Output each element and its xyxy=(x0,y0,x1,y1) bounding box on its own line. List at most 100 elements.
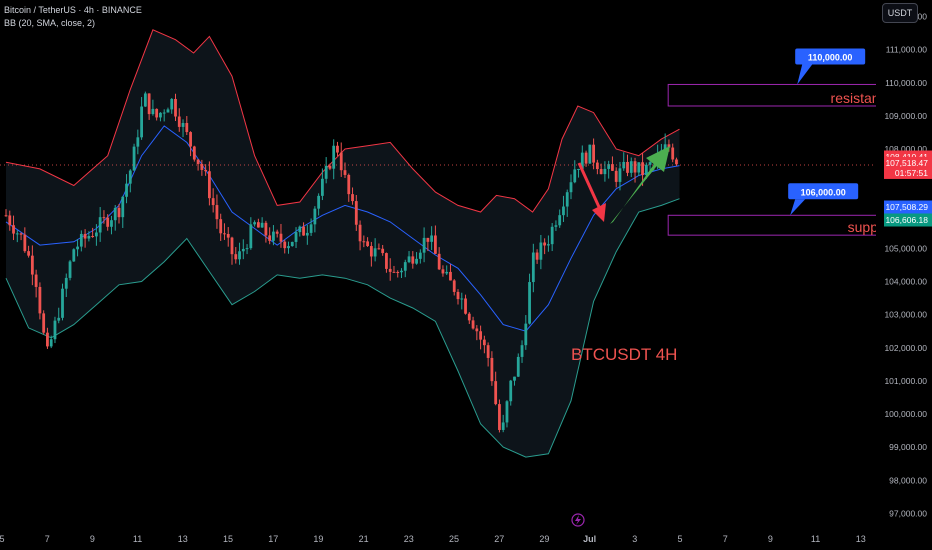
candle xyxy=(57,307,61,324)
candle-body xyxy=(61,288,64,318)
candle-body xyxy=(117,207,121,218)
candle xyxy=(543,238,547,255)
candle-body xyxy=(174,98,177,117)
candle-body xyxy=(234,254,238,260)
bullish-arrow[interactable] xyxy=(610,146,670,224)
candle xyxy=(4,209,8,217)
candle xyxy=(72,248,76,262)
candle-body xyxy=(667,144,671,148)
candle-body xyxy=(385,253,388,269)
candle xyxy=(490,351,494,386)
indicator-legend[interactable]: BB (20, SMA, close, 2) xyxy=(4,18,96,28)
candle-body xyxy=(256,222,260,228)
arrow-head xyxy=(592,203,606,222)
candle-body xyxy=(663,144,667,151)
candle-body xyxy=(162,112,166,114)
candle-body xyxy=(377,248,381,250)
candle-body xyxy=(102,217,106,219)
candle xyxy=(505,400,509,428)
candle-body xyxy=(535,252,539,260)
candle xyxy=(147,93,151,120)
candle xyxy=(113,204,117,231)
time-tick-label: 11 xyxy=(133,534,142,544)
candle-body xyxy=(226,233,230,238)
candle xyxy=(249,217,253,250)
candle-body xyxy=(309,224,313,233)
flash-circle xyxy=(571,513,585,527)
candle xyxy=(392,265,396,273)
candle xyxy=(234,247,238,264)
candle xyxy=(535,249,539,264)
candle xyxy=(524,315,528,350)
price-tag-bg xyxy=(884,213,932,227)
arrow-shaft xyxy=(610,160,660,224)
candle xyxy=(452,279,456,296)
candle-body xyxy=(91,236,95,238)
candle xyxy=(486,342,490,367)
candle-body xyxy=(422,237,426,253)
candle-body xyxy=(215,205,219,220)
time-tick-label: 11 xyxy=(811,534,820,544)
candle xyxy=(441,265,445,277)
candle xyxy=(264,220,268,243)
candle xyxy=(407,251,411,264)
time-tick-label: 23 xyxy=(404,534,414,544)
candle-body xyxy=(328,165,332,169)
candle-body xyxy=(509,380,513,402)
time-tick-label: Jul xyxy=(583,534,596,544)
candle xyxy=(471,316,475,330)
price-tick-label: 100,000.00 xyxy=(884,409,927,419)
time-tick-label: 13 xyxy=(178,534,188,544)
callout-text: 106,000.00 xyxy=(801,187,846,197)
candle xyxy=(516,353,520,377)
candle xyxy=(482,335,486,354)
time-tick-label: 29 xyxy=(539,534,549,544)
time-tick-label: 5 xyxy=(0,534,5,544)
candle xyxy=(671,143,675,163)
candle-body xyxy=(298,226,302,233)
candle xyxy=(226,227,230,247)
zone-box[interactable] xyxy=(667,214,932,236)
candle-body xyxy=(392,271,396,273)
candle-body xyxy=(241,248,245,252)
callout-pointer xyxy=(797,64,813,85)
candle xyxy=(177,108,181,132)
candle xyxy=(456,289,460,305)
candle-body xyxy=(637,162,641,173)
callout-box xyxy=(788,183,859,200)
zone-box[interactable] xyxy=(667,83,932,107)
candle-body xyxy=(588,144,592,164)
candle-body xyxy=(110,220,113,227)
candle-body xyxy=(321,178,324,196)
candle-body xyxy=(230,237,234,255)
candle-body xyxy=(471,320,475,329)
candle-body xyxy=(46,332,49,347)
price-axis[interactable]: 112,000.00111,000.00110,000.00109,000.00… xyxy=(876,0,932,550)
candle-body xyxy=(8,215,12,226)
candle xyxy=(76,239,79,257)
candle xyxy=(373,238,377,262)
time-tick-label: 17 xyxy=(268,534,278,544)
candle-body xyxy=(562,206,565,216)
candle xyxy=(422,227,426,263)
candle xyxy=(30,245,34,286)
candle xyxy=(434,225,437,255)
bearish-arrow[interactable] xyxy=(577,162,606,222)
candle-body xyxy=(223,233,226,235)
candle xyxy=(309,218,313,236)
candle xyxy=(83,229,87,248)
time-axis[interactable]: 5 7 9 11 13 15 17 19 21 23 25 27 29 Jul 3 5 7 9 11 13 xyxy=(0,528,876,550)
candle-body xyxy=(268,235,272,241)
candle-body xyxy=(42,313,46,333)
candle-body xyxy=(279,233,283,242)
flash-icon[interactable] xyxy=(571,513,585,527)
candle xyxy=(418,249,422,264)
candle-body xyxy=(87,236,91,239)
candle-body xyxy=(550,226,554,245)
candle xyxy=(87,231,91,242)
candle-body xyxy=(381,248,385,254)
currency-button[interactable]: USDT xyxy=(882,3,918,23)
candle-body xyxy=(445,271,449,274)
candle xyxy=(12,215,15,241)
